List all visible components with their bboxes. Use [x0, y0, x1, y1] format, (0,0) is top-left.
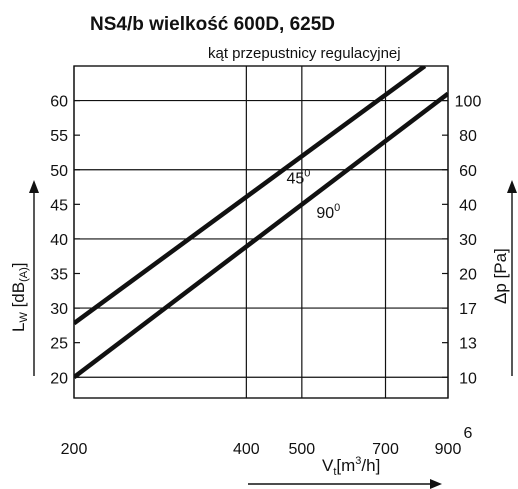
- y-tick-label-right: 6: [464, 425, 473, 442]
- y-tick-label-right: 17: [459, 301, 477, 318]
- y-tick-label-left: 45: [50, 197, 68, 214]
- series-label: 450: [286, 168, 310, 188]
- y-tick-label-left: 20: [50, 370, 68, 387]
- series-lines: [74, 66, 448, 380]
- y-axis-arrow-left: [29, 180, 39, 376]
- y-tick-label-right: 100: [455, 94, 482, 111]
- y-tick-label-right: 80: [459, 128, 477, 145]
- y-tick-label-right: 30: [459, 232, 477, 249]
- y-tick-label-right: 20: [459, 267, 477, 284]
- y-tick-label-left: 40: [50, 232, 68, 249]
- y-tick-label-left: 60: [50, 94, 68, 111]
- tick-labels: 20 25 30 35 40 45 50 55 60 10 13 17 20 30 40 60 80 100 6 20…: [50, 94, 481, 458]
- y-tick-label-left: 55: [50, 128, 68, 145]
- y-axis-label-right: Δp [Pa]: [491, 248, 510, 304]
- chart-title: NS4/b wielkość 600D, 625D: [90, 14, 335, 35]
- y-tick-label-left: 50: [50, 163, 68, 180]
- grid: [73, 66, 449, 398]
- y-axis-arrow-right: [507, 180, 517, 376]
- x-axis-label: Vt[m3/h]: [322, 455, 380, 478]
- y-tick-label-right: 60: [459, 163, 477, 180]
- chart-subtitle: kąt przepustnicy regulacyjnej: [208, 45, 401, 62]
- series-line: [74, 91, 448, 380]
- y-tick-label-right: 13: [459, 336, 477, 353]
- y-tick-label-right: 40: [459, 197, 477, 214]
- y-axis-label-left: LW [dB(A)]: [9, 262, 30, 332]
- plot-frame: [73, 65, 449, 399]
- x-tick-label: 900: [435, 441, 462, 458]
- x-tick-label: 200: [61, 441, 88, 458]
- x-tick-label: 500: [288, 441, 315, 458]
- y-tick-label-left: 25: [50, 336, 68, 353]
- y-tick-label-left: 30: [50, 301, 68, 318]
- y-tick-label-left: 35: [50, 267, 68, 284]
- series-labels: 450 900: [286, 168, 340, 223]
- x-tick-label: 700: [372, 441, 399, 458]
- series-line: [74, 66, 427, 326]
- x-tick-label: 400: [233, 441, 260, 458]
- series-label: 900: [316, 202, 340, 222]
- x-axis-arrow: [248, 479, 442, 489]
- y-tick-label-right: 10: [459, 370, 477, 387]
